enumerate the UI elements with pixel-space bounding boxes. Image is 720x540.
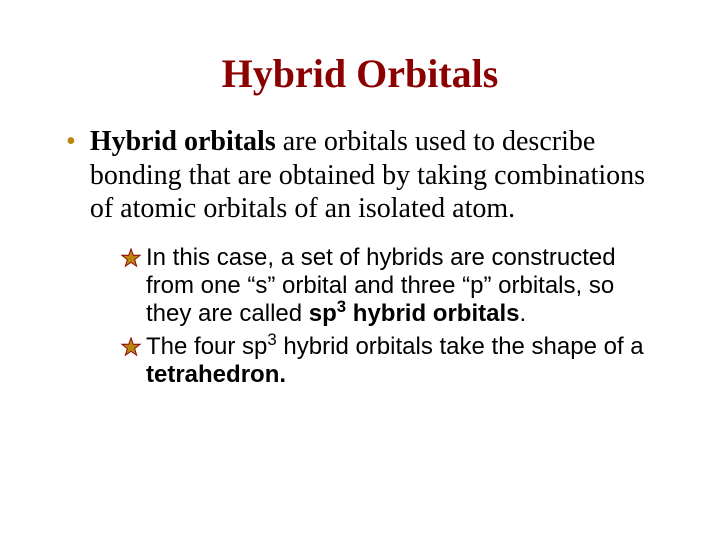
star-shape <box>122 338 140 355</box>
sub-bullet-text-bold: tetrahedron. <box>146 361 286 388</box>
sub-bullet-sup: 3 <box>267 330 276 349</box>
star-icon <box>120 247 142 269</box>
slide: Hybrid Orbitals • Hybrid orbitals are or… <box>0 0 720 540</box>
bullet-dot-icon: • <box>66 125 76 226</box>
slide-title: Hybrid Orbitals <box>60 50 660 97</box>
sub-bullet-item: The four sp3 hybrid orbitals take the sh… <box>120 333 660 390</box>
sub-bullet-text-bold: sp3 hybrid orbitals <box>309 300 520 327</box>
sub-bullet-text-pre: The four sp <box>146 333 267 360</box>
star-icon <box>120 336 142 358</box>
sub-bullet-list: In this case, a set of hybrids are const… <box>120 244 660 390</box>
sub-bullet-item: In this case, a set of hybrids are const… <box>120 244 660 329</box>
main-bullet-lead: Hybrid orbitals <box>90 126 276 157</box>
sub-bullet-text-mid: hybrid orbitals take the shape of a <box>277 333 644 360</box>
sub-bullet-text-post: . <box>519 300 526 327</box>
star-shape <box>122 249 140 266</box>
sub-bullet-body: In this case, a set of hybrids are const… <box>146 244 660 329</box>
main-bullet-body: Hybrid orbitals are orbitals used to des… <box>90 125 660 226</box>
sub-bullet-body: The four sp3 hybrid orbitals take the sh… <box>146 333 660 390</box>
main-bullet: • Hybrid orbitals are orbitals used to d… <box>66 125 660 226</box>
